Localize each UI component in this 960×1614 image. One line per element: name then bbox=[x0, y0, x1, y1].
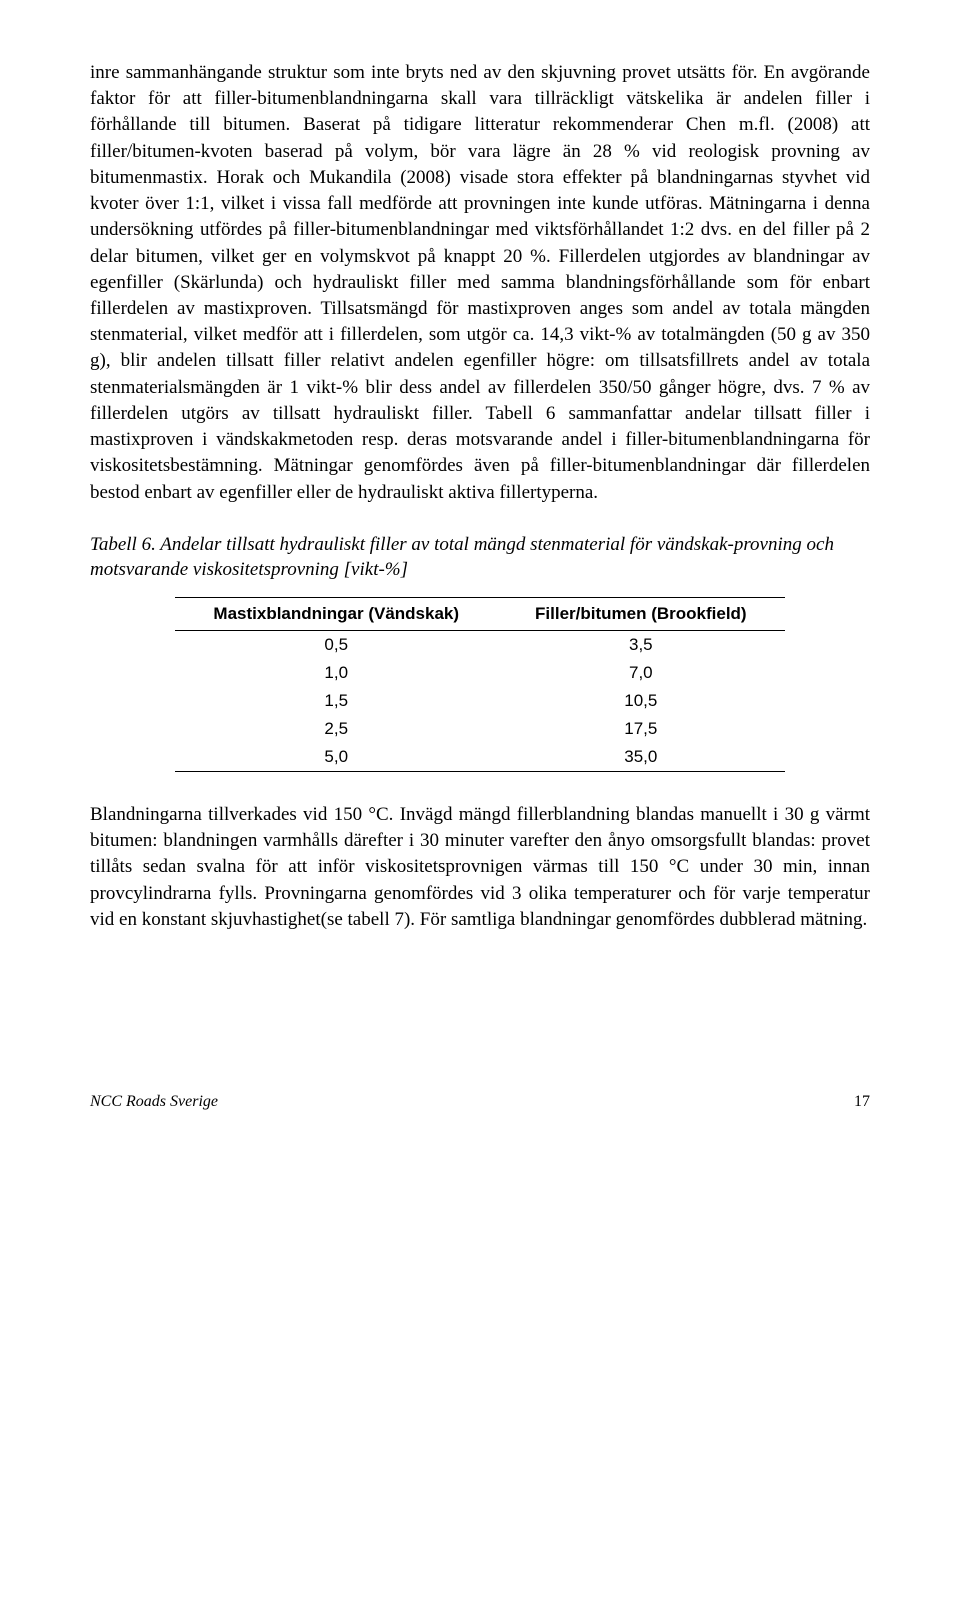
table-cell: 3,5 bbox=[497, 631, 785, 660]
table-header-2: Filler/bitumen (Brookfield) bbox=[497, 598, 785, 631]
table-row: 2,5 17,5 bbox=[175, 715, 784, 743]
table-cell: 7,0 bbox=[497, 659, 785, 687]
table-cell: 35,0 bbox=[497, 743, 785, 772]
footer-left: NCC Roads Sverige bbox=[90, 1093, 218, 1111]
table-row: 0,5 3,5 bbox=[175, 631, 784, 660]
page-footer: NCC Roads Sverige 17 bbox=[90, 1093, 870, 1111]
footer-page-number: 17 bbox=[854, 1093, 870, 1111]
data-table: Mastixblandningar (Vändskak) Filler/bitu… bbox=[175, 597, 784, 772]
table-header-1: Mastixblandningar (Vändskak) bbox=[175, 598, 497, 631]
table-row: 5,0 35,0 bbox=[175, 743, 784, 772]
table-cell: 5,0 bbox=[175, 743, 497, 772]
table-cell: 10,5 bbox=[497, 687, 785, 715]
paragraph-2: Blandningarna tillverkades vid 150 °C. I… bbox=[90, 802, 870, 933]
table-cell: 0,5 bbox=[175, 631, 497, 660]
table-row: 1,0 7,0 bbox=[175, 659, 784, 687]
table-header-row: Mastixblandningar (Vändskak) Filler/bitu… bbox=[175, 598, 784, 631]
table-cell: 17,5 bbox=[497, 715, 785, 743]
table-caption: Tabell 6. Andelar tillsatt hydrauliskt f… bbox=[90, 532, 870, 583]
paragraph-1: inre sammanhängande struktur som inte br… bbox=[90, 60, 870, 506]
table-cell: 1,0 bbox=[175, 659, 497, 687]
table-cell: 1,5 bbox=[175, 687, 497, 715]
table-row: 1,5 10,5 bbox=[175, 687, 784, 715]
table-cell: 2,5 bbox=[175, 715, 497, 743]
